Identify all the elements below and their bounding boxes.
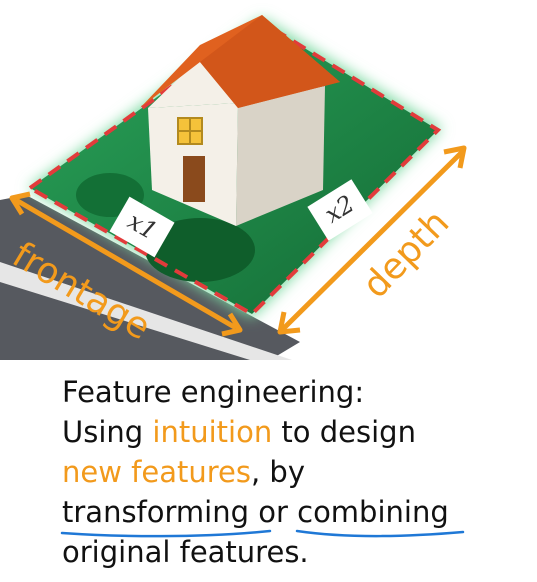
house — [140, 15, 340, 226]
caption-line-1: Feature engineering: — [62, 375, 365, 409]
caption-text: , by — [250, 455, 305, 489]
word-transforming: transforming — [62, 495, 250, 529]
caption-line-3: new features, by — [62, 452, 532, 492]
hand-underline — [60, 529, 272, 538]
caption-text: to design — [272, 415, 416, 449]
door — [183, 156, 205, 202]
caption: Feature engineering: Using intuition to … — [60, 372, 532, 572]
caption-line-2: Using intuition to design — [62, 412, 532, 452]
depth-label: depth — [355, 202, 457, 306]
word-combining: combining — [297, 495, 449, 529]
house-gable — [148, 58, 238, 108]
x1-tag — [109, 196, 175, 258]
highlight-new-features: new features — [62, 455, 251, 489]
x2-tag — [307, 179, 373, 241]
caption-text: or — [249, 495, 298, 529]
underlined-transforming: transforming — [60, 492, 272, 538]
underlined-combining: combining — [295, 492, 465, 538]
house-roof-side — [200, 15, 340, 108]
hand-underline — [295, 529, 465, 538]
depth-arrow — [277, 145, 467, 335]
house-side-wall — [236, 86, 325, 226]
house-lot-illustration: x1 x2 frontage depth — [0, 15, 467, 360]
caption-text: Using — [62, 415, 153, 449]
road-edge — [0, 262, 292, 360]
frontage-arrow — [9, 191, 243, 337]
caption-line-5: original features. — [62, 535, 309, 569]
highlight-intuition: intuition — [152, 415, 273, 449]
caption-line-4: transforming or combining — [60, 492, 532, 538]
bush — [145, 218, 255, 282]
